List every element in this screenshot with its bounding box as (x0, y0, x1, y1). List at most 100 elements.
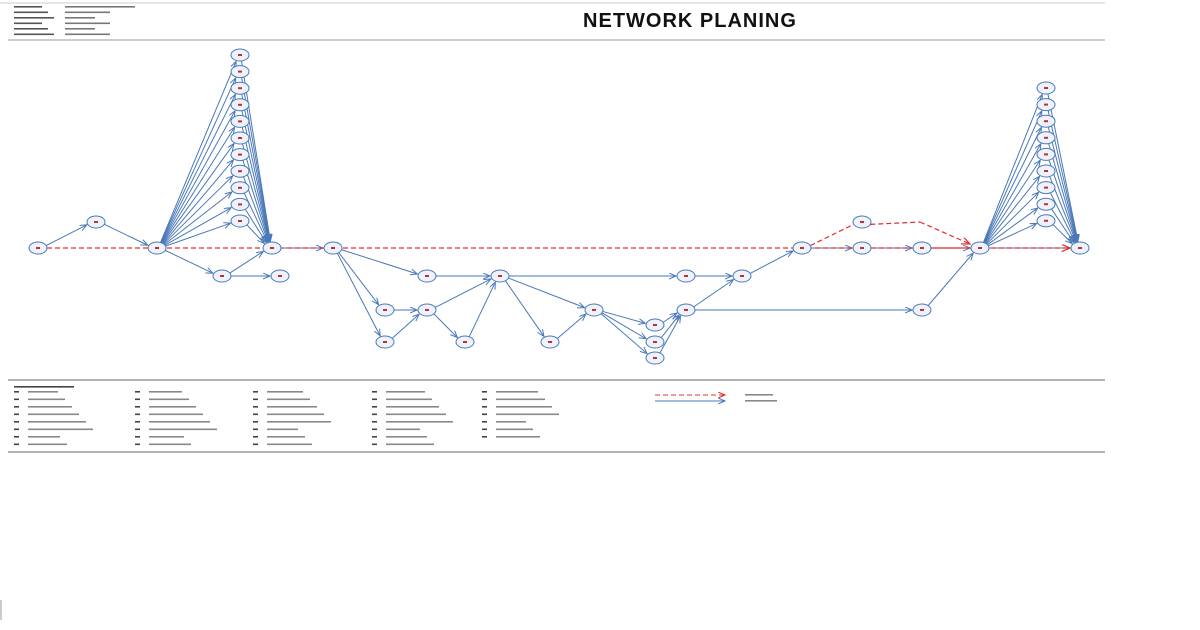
node-marker (684, 275, 688, 277)
legend-code (253, 421, 258, 423)
activity-arrow (338, 252, 379, 305)
activity-arrow (601, 312, 646, 339)
activity-arrow (1049, 192, 1075, 242)
legend-code (482, 398, 487, 401)
node-marker (1044, 87, 1048, 89)
activity-arrow (45, 225, 87, 246)
info-label (14, 28, 48, 30)
activity-arrow (341, 249, 418, 274)
node-marker (1044, 120, 1048, 123)
node-marker (653, 324, 657, 326)
info-label (14, 11, 48, 14)
legend-code (253, 391, 258, 393)
legend-code (372, 391, 377, 393)
node-marker (331, 247, 335, 249)
activity-arrow (602, 310, 646, 323)
legend-text (149, 398, 189, 401)
node-marker (238, 203, 242, 206)
legend-code (372, 413, 377, 416)
node-marker (238, 87, 242, 90)
info-value (65, 17, 95, 19)
legend-code (14, 421, 19, 423)
legend-text (267, 406, 317, 408)
activity-arrow (163, 192, 232, 245)
legend-text (149, 406, 196, 408)
node-marker (1044, 203, 1048, 206)
node-marker (653, 357, 657, 359)
legend-code (135, 436, 140, 438)
activity-arrow (160, 61, 236, 243)
node-marker (1044, 136, 1048, 139)
info-value (65, 11, 110, 14)
activity-arrow (433, 313, 457, 338)
legend-text (267, 413, 324, 416)
legend-text (386, 406, 439, 408)
activity-arrow (983, 111, 1042, 243)
legend-code (14, 436, 19, 438)
legend-text (149, 413, 203, 416)
edges (45, 61, 1078, 354)
legend-text (267, 398, 310, 401)
legend-heading (14, 386, 74, 388)
node-marker (920, 247, 924, 249)
critical-path (919, 221, 970, 244)
legend-text (28, 443, 67, 446)
activity-arrow (160, 78, 236, 243)
legend-text (267, 428, 298, 431)
node-marker (548, 341, 552, 343)
node-marker (155, 247, 159, 249)
node-marker (238, 220, 242, 222)
legend-text (28, 413, 79, 416)
activity-arrow (468, 282, 495, 337)
legend-code (253, 413, 258, 416)
activity-arrow (246, 224, 264, 244)
legend-code (372, 428, 377, 431)
legend-code (482, 406, 487, 408)
node-marker (238, 153, 242, 156)
activity-arrow (160, 94, 235, 243)
activity-arrow (1048, 143, 1077, 242)
legend-text (386, 398, 432, 401)
activity-arrow (391, 314, 419, 339)
legend-text (149, 391, 182, 393)
info-value (65, 6, 135, 8)
legend-text (149, 436, 184, 438)
legend-text (386, 413, 446, 416)
info-label (14, 22, 42, 25)
legend-text (28, 406, 72, 408)
legend-text (386, 428, 420, 431)
legend-text (28, 428, 93, 431)
activity-arrow (505, 280, 544, 337)
legend-text (28, 421, 86, 423)
activity-arrow (659, 316, 681, 354)
legend-code (482, 436, 487, 438)
node-marker (592, 309, 596, 311)
legend-text (149, 443, 191, 446)
legend-key-text (745, 394, 773, 396)
activity-arrow (164, 208, 231, 246)
activity-arrow (693, 280, 734, 308)
activity-arrow (984, 144, 1041, 244)
legend-text (267, 421, 331, 423)
activity-arrow (161, 127, 235, 244)
legend-code (372, 443, 377, 446)
legend-text (267, 436, 305, 438)
legend-code (135, 413, 140, 416)
legend-code (14, 406, 19, 408)
legend-key-text (745, 400, 777, 402)
activity-arrow (162, 144, 234, 244)
node-marker (1044, 219, 1048, 222)
legend-code (14, 413, 19, 416)
activity-arrow (927, 253, 973, 306)
node-marker (238, 170, 242, 173)
legend-text (149, 421, 210, 423)
node-marker (860, 247, 864, 249)
activity-arrow (508, 277, 584, 308)
info-value (65, 22, 110, 25)
legend-code (372, 436, 377, 438)
legend-text (386, 436, 427, 438)
info-label (14, 6, 42, 8)
node-marker (383, 341, 387, 343)
node-marker (498, 275, 502, 277)
